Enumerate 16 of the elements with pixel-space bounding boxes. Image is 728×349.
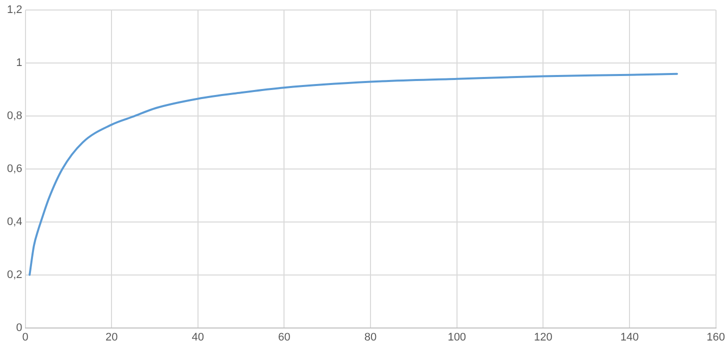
x-tick-label: 160 bbox=[706, 331, 726, 344]
y-tick-label: 1,2 bbox=[6, 4, 22, 16]
x-tick-label: 100 bbox=[448, 331, 466, 344]
x-tick-label: 80 bbox=[364, 331, 377, 344]
x-tick-label: 120 bbox=[534, 331, 552, 344]
y-tick-label: 0,2 bbox=[6, 268, 22, 281]
y-tick-label: 0,4 bbox=[6, 216, 22, 228]
line-series bbox=[28, 72, 678, 276]
x-tick-label: 20 bbox=[105, 331, 118, 344]
x-tick-label: 60 bbox=[278, 331, 290, 344]
y-tick-label: 0,8 bbox=[6, 110, 22, 122]
x-tick-label: 40 bbox=[192, 331, 204, 344]
y-tick-label: 1 bbox=[16, 57, 22, 69]
y-tick-label: 0 bbox=[16, 322, 22, 334]
x-tick-label: 140 bbox=[620, 331, 639, 344]
y-tick-label: 0,6 bbox=[6, 162, 22, 175]
